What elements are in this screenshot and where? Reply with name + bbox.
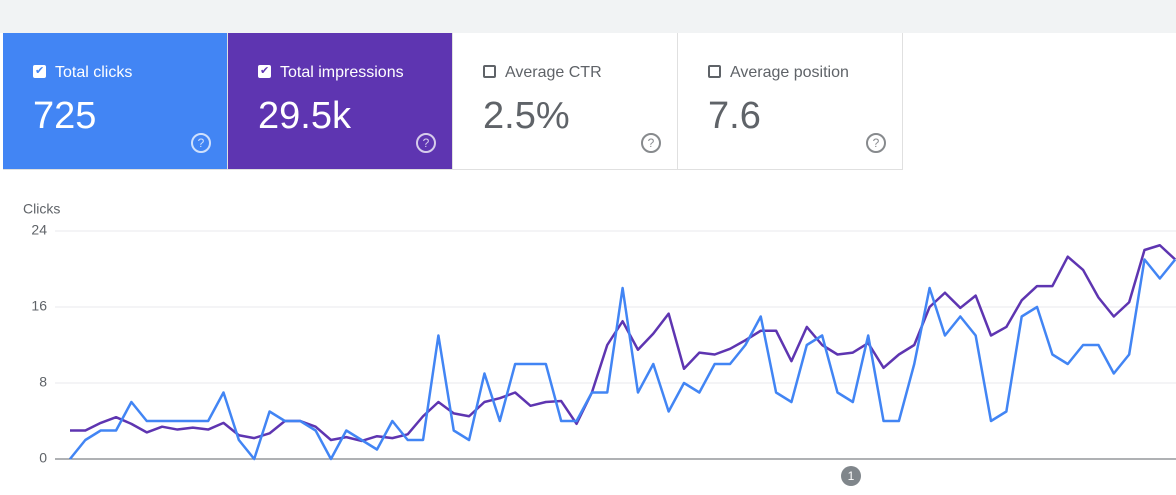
card-value: 29.5k (258, 95, 351, 137)
checkbox: ✔ (33, 65, 46, 78)
card-label-row: Average position (708, 64, 849, 82)
card-label: Total impressions (280, 64, 404, 81)
checkbox: ✔ (258, 65, 271, 78)
metric-card[interactable]: ✔ Total impressions 29.5k? (228, 33, 453, 170)
card-label: Total clicks (55, 64, 133, 81)
series-line (70, 244, 1176, 443)
checkbox (483, 65, 496, 78)
help-icon: ? (416, 133, 436, 153)
card-value: 2.5% (483, 95, 570, 137)
card-label-row: ✔ Total clicks (33, 64, 132, 82)
card-label-row: Average CTR (483, 64, 602, 82)
annotation-badge (841, 466, 861, 486)
help-icon: ? (641, 133, 661, 153)
y-tick-label: 16 (31, 298, 47, 314)
series-line (69, 258, 1176, 461)
checkbox (708, 65, 721, 78)
metric-card[interactable]: ✔ Total clicks 725? (3, 33, 228, 170)
card-label-row: ✔ Total impressions (258, 64, 404, 82)
toolbar (0, 0, 1176, 33)
y-axis-label: Clicks (23, 201, 60, 217)
card-label: Average position (730, 64, 849, 81)
card-value: 7.6 (708, 95, 761, 137)
y-tick-label: 8 (39, 374, 47, 390)
metric-card[interactable]: Average CTR 2.5%? (453, 33, 678, 170)
card-value: 725 (33, 95, 97, 137)
y-tick-label: 24 (31, 222, 47, 238)
metric-card[interactable]: Average position 7.6? (678, 33, 903, 170)
y-tick-label: 0 (39, 450, 47, 466)
annotation-label: 1 (848, 469, 855, 483)
card-label: Average CTR (505, 64, 602, 81)
help-icon: ? (866, 133, 886, 153)
help-icon: ? (191, 133, 211, 153)
